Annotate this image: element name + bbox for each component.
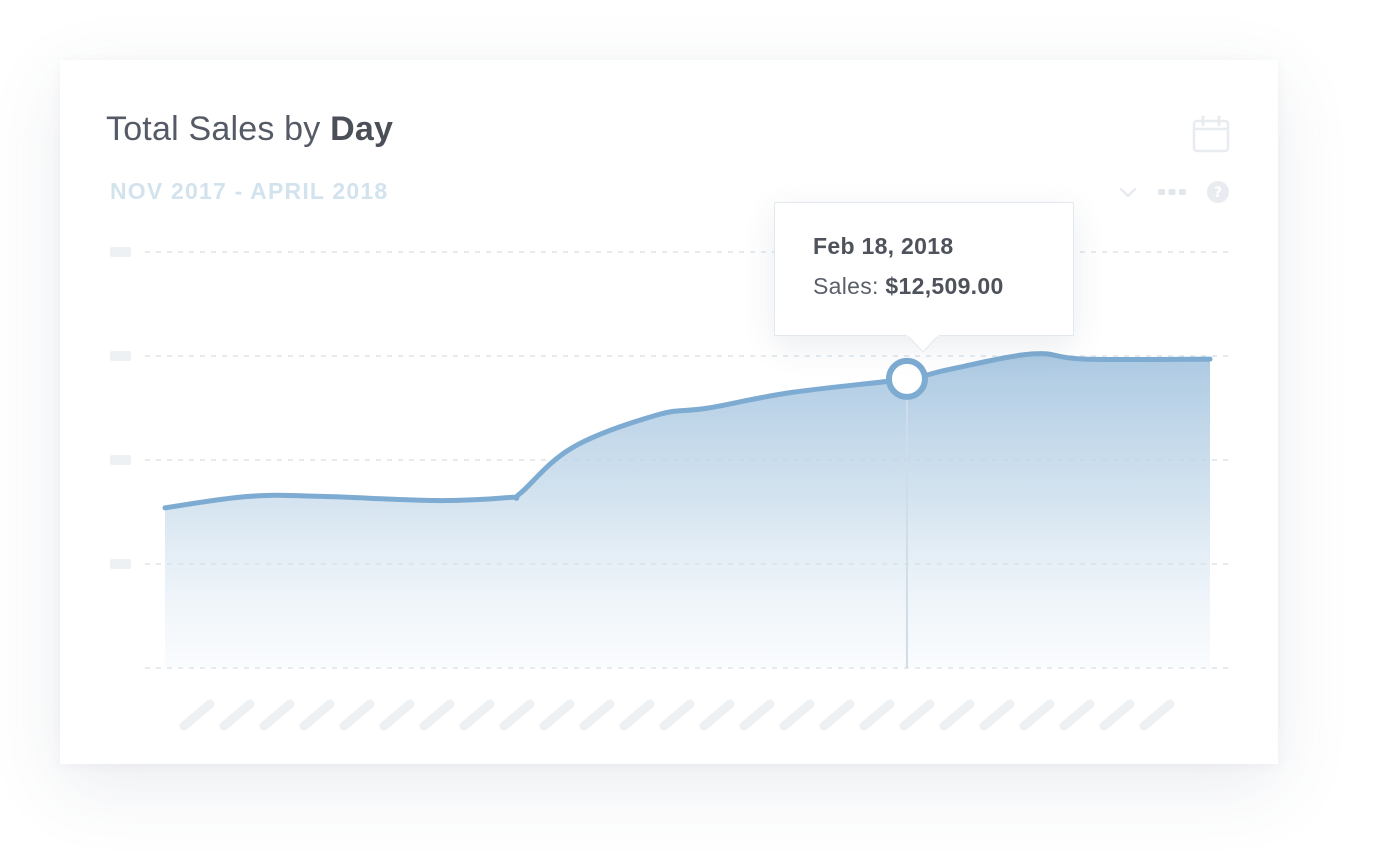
- y-tick-label: [110, 351, 131, 361]
- title-emphasis: Day: [330, 110, 394, 148]
- x-tick-label: [619, 699, 655, 731]
- x-tick-label: [499, 699, 535, 731]
- tooltip-date: Feb 18, 2018: [813, 233, 954, 259]
- tooltip-sales: Sales: $12,509.00: [813, 273, 1004, 300]
- sales-area-chart: [110, 247, 1228, 731]
- tooltip-sales-value: $12,509.00: [885, 273, 1004, 299]
- tooltip-sales-label: Sales:: [813, 273, 886, 299]
- y-tick-label: [110, 455, 131, 465]
- x-tick-label: [299, 699, 335, 731]
- y-tick-label: [110, 559, 131, 569]
- x-tick-label: [859, 699, 895, 731]
- x-tick-label: [819, 699, 855, 731]
- x-tick-label: [339, 699, 375, 731]
- sales-card: Total Sales by Day NOV 2017 - APRIL 2018…: [60, 60, 1278, 764]
- x-tick-label: [939, 699, 975, 731]
- x-tick-label: [979, 699, 1015, 731]
- x-tick-label: [419, 699, 455, 731]
- x-tick-label: [699, 699, 735, 731]
- chevron-down-icon[interactable]: [1118, 184, 1138, 200]
- x-tick-label: [779, 699, 815, 731]
- x-tick-label: [1139, 699, 1175, 731]
- x-tick-label: [379, 699, 415, 731]
- x-tick-label: [459, 699, 495, 731]
- x-tick-label: [539, 699, 575, 731]
- x-tick-label: [659, 699, 695, 731]
- calendar-icon[interactable]: [1192, 115, 1230, 153]
- sales-area-fill: [165, 353, 1210, 668]
- tooltip: Feb 18, 2018 Sales: $12,509.00: [774, 202, 1074, 336]
- x-tick-label: [1019, 699, 1055, 731]
- y-tick-label: [110, 247, 131, 257]
- sales-series-line: [162, 351, 1213, 511]
- x-tick-label: [899, 699, 935, 731]
- more-icon[interactable]: [1156, 184, 1188, 200]
- help-icon[interactable]: ?: [1206, 180, 1230, 204]
- svg-text:?: ?: [1214, 185, 1222, 201]
- x-tick-label: [1099, 699, 1135, 731]
- chart-title: Total Sales by Day: [106, 110, 393, 149]
- x-tick-label: [579, 699, 615, 731]
- tooltip-pointer: [905, 333, 941, 353]
- x-tick-label: [219, 699, 255, 731]
- x-tick-label: [179, 699, 215, 731]
- title-prefix: Total Sales by: [106, 110, 331, 148]
- x-tick-label: [259, 699, 295, 731]
- highlight-point[interactable]: [885, 357, 928, 400]
- x-tick-label: [1059, 699, 1095, 731]
- date-range: NOV 2017 - APRIL 2018: [110, 178, 389, 204]
- x-tick-label: [739, 699, 775, 731]
